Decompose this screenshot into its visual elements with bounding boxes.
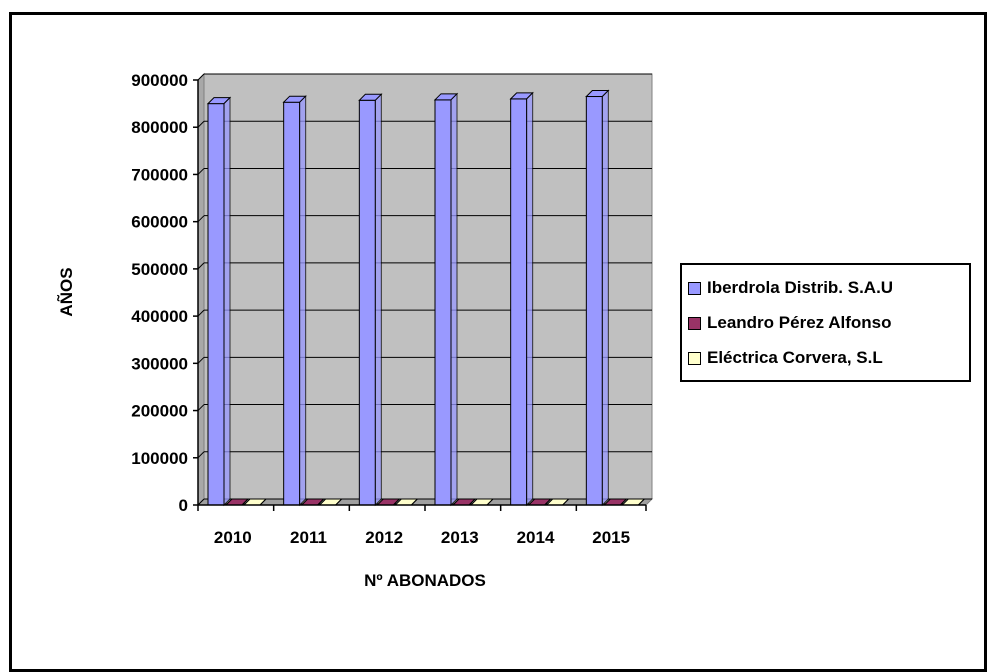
bar-side xyxy=(392,498,400,506)
legend-swatch-1 xyxy=(688,281,701,295)
y-tick-label: 900000 xyxy=(131,71,188,90)
legend-label-2: Leandro Pérez Alfonso xyxy=(707,313,892,332)
gridline-diagonal xyxy=(197,356,205,364)
y-axis-title: AÑOS xyxy=(56,267,76,316)
y-tick-label: 400000 xyxy=(131,307,188,326)
x-tick-label: 2011 xyxy=(290,528,327,547)
plot-side-wall xyxy=(197,72,205,507)
gridline-diagonal xyxy=(197,498,205,506)
gridline-diagonal xyxy=(197,215,205,223)
legend-label-1: Iberdrola Distrib. S.A.U xyxy=(707,278,894,297)
bar-face xyxy=(434,99,452,506)
legend: Iberdrola Distrib. S.A.U Leandro Pérez A… xyxy=(680,263,971,382)
bar-face xyxy=(207,103,225,506)
bar-side xyxy=(486,498,494,506)
y-tick-label: 200000 xyxy=(131,402,188,421)
plot-background xyxy=(203,73,653,500)
bar-2015-1 xyxy=(585,89,610,507)
bar-2010-1 xyxy=(206,96,232,507)
x-tick-label: 2014 xyxy=(517,528,555,547)
bar-side xyxy=(544,498,552,506)
y-tick-labels: 0 100000 200000 300000 400000 500000 600000 700… xyxy=(131,71,188,515)
bar-side xyxy=(601,89,609,507)
bar-face xyxy=(358,99,376,506)
legend-swatch-2 xyxy=(688,316,701,330)
gridline-diagonal xyxy=(197,120,205,128)
legend-item-3: Eléctrica Corvera, S.L xyxy=(688,345,883,371)
y-tick-label: 0 xyxy=(179,496,188,515)
bar-side xyxy=(526,91,534,507)
bar-side xyxy=(299,94,307,507)
bar-2013-1 xyxy=(433,92,459,507)
gridline-diagonal xyxy=(197,404,205,411)
y-tick-label: 300000 xyxy=(131,354,188,373)
bar-face xyxy=(283,101,301,506)
bar-chart: 0 100000 200000 300000 400000 500000 600000 700… xyxy=(56,71,654,590)
x-tick-labels: 2010 2011 2012 2013 2014 2015 xyxy=(214,528,630,547)
legend-item-1: Iberdrola Distrib. S.A.U xyxy=(688,275,893,301)
bar-side xyxy=(410,498,418,506)
bar-side xyxy=(223,96,231,507)
axes xyxy=(193,79,647,511)
legend-swatch-3 xyxy=(688,351,701,365)
legend-label-3: Eléctrica Corvera, S.L xyxy=(707,348,883,367)
y-tick-label: 600000 xyxy=(131,213,188,232)
x-axis-title: Nº ABONADOS xyxy=(364,571,486,590)
gridline-diagonal xyxy=(197,451,205,459)
plot-floor xyxy=(196,498,654,506)
bar-2012-1 xyxy=(358,93,383,507)
y-tick-label: 500000 xyxy=(131,260,188,279)
y-tick-label: 100000 xyxy=(131,449,188,468)
y-tick-label: 800000 xyxy=(131,118,188,137)
bar-side xyxy=(468,498,476,506)
plot-area xyxy=(196,72,654,507)
legend-item-2: Leandro Pérez Alfonso xyxy=(688,310,892,336)
bar-face xyxy=(510,98,528,506)
bar-side xyxy=(619,498,627,506)
x-tick-label: 2010 xyxy=(214,528,252,547)
gridlines xyxy=(197,73,652,506)
bar-side xyxy=(335,498,343,506)
bar-2014-1 xyxy=(509,91,534,507)
bar-side xyxy=(241,498,249,506)
gridline-diagonal xyxy=(197,168,205,175)
bar-side xyxy=(562,498,570,506)
bar-side xyxy=(450,92,458,507)
gridline-diagonal xyxy=(197,309,205,317)
bar-face xyxy=(585,96,603,506)
bar-2011-1 xyxy=(282,94,307,507)
y-tick-label: 700000 xyxy=(131,165,188,184)
gridline-diagonal xyxy=(197,262,205,270)
bar-side xyxy=(637,498,645,506)
bar-side xyxy=(374,93,382,507)
bar-side xyxy=(259,498,267,506)
x-tick-label: 2015 xyxy=(592,528,630,547)
x-tick-label: 2013 xyxy=(441,528,479,547)
bar-side xyxy=(317,498,325,506)
gridline-diagonal xyxy=(197,73,205,81)
x-tick-label: 2012 xyxy=(365,528,403,547)
